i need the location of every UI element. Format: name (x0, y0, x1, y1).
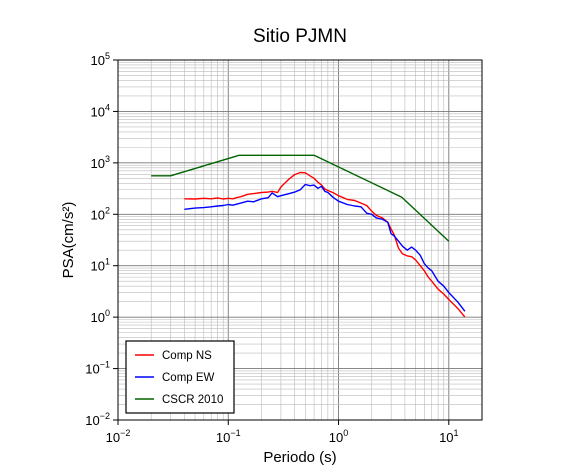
y-tick-label: 100 (91, 308, 110, 325)
y-tick-label: 10−1 (85, 360, 110, 377)
y-axis-label: PSA(cm/s²) (60, 202, 77, 279)
legend-label: CSCR 2010 (162, 394, 223, 406)
plot-frame (117, 59, 483, 421)
y-tick-label: 103 (91, 154, 110, 171)
legend-label: Comp EW (162, 372, 215, 384)
y-tick-label: 101 (91, 257, 110, 274)
series-line-comp-ns (184, 171, 466, 318)
x-tick-label: 101 (439, 428, 458, 445)
x-tick-label: 10−1 (216, 428, 241, 445)
y-tick-label: 104 (91, 102, 110, 119)
x-axis-label: Periodo (s) (263, 449, 336, 466)
series-line-cscr-2010 (151, 154, 450, 242)
grid (117, 59, 483, 421)
y-tick-label: 10−2 (85, 411, 110, 428)
series-line-comp-ew (184, 183, 466, 312)
series-lines (151, 154, 466, 318)
y-tick-label: 105 (91, 51, 110, 68)
axis-ticks: 10−2 10−1 100 101 10−2 10−1 100 101 102 103 104 105 (85, 51, 458, 445)
legend: Comp NS Comp EW CSCR 2010 (125, 340, 235, 414)
legend-label: Comp NS (162, 350, 212, 362)
y-tick-label: 102 (91, 205, 110, 222)
chart-title: Sitio PJMN (253, 26, 347, 47)
x-tick-label: 10−2 (106, 428, 131, 445)
x-tick-label: 100 (329, 428, 348, 445)
